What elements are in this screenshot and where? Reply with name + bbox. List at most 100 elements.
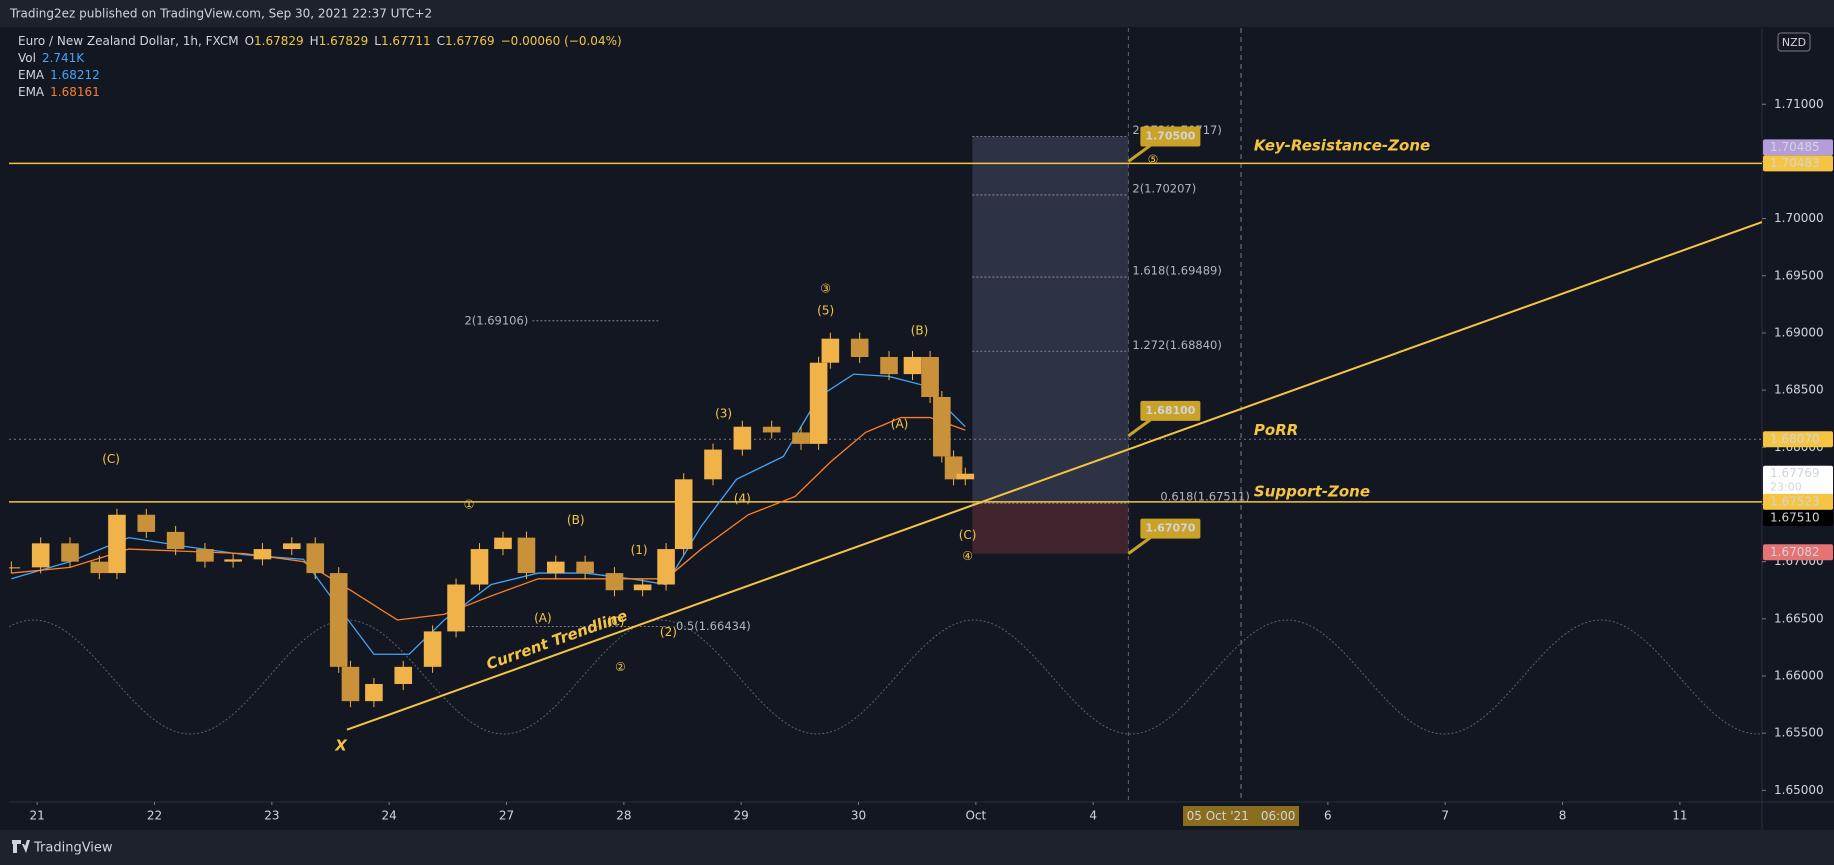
candle xyxy=(282,543,301,550)
price-tag-label: 1.67523 xyxy=(1770,494,1820,508)
candle xyxy=(329,573,348,667)
target-box xyxy=(1140,518,1201,539)
price-tag xyxy=(1763,431,1833,448)
candle xyxy=(821,338,840,363)
candle xyxy=(903,356,922,375)
candle xyxy=(394,666,413,684)
fib-label: 0.618(1.67511) xyxy=(1160,490,1249,504)
wave-label: ④ xyxy=(962,549,973,563)
candle xyxy=(762,426,781,433)
risk-zone xyxy=(972,503,1129,554)
bottom-bar xyxy=(0,830,1834,865)
price-tag xyxy=(1763,544,1833,561)
fib-label: 1.618(1.69489) xyxy=(1132,264,1221,278)
wave-label: (5) xyxy=(817,304,834,318)
indicator-value: 1.68161 xyxy=(50,85,100,99)
candle xyxy=(470,549,489,585)
price-tag xyxy=(1763,465,1833,496)
y-tick-label: 1.69500 xyxy=(1774,268,1824,282)
x-tick-label: 27 xyxy=(499,809,514,823)
price-tag-label: 1.67510 xyxy=(1770,510,1820,524)
x-tick-label: 21 xyxy=(30,809,45,823)
x-tick-label: 11 xyxy=(1672,809,1687,823)
top-bar xyxy=(0,0,1834,27)
target-label: 1.68100 xyxy=(1145,404,1195,417)
wave-label: (1) xyxy=(631,543,648,557)
symbol: Euro / New Zealand Dollar, 1h, FXCM xyxy=(18,34,239,48)
price-tag-label: 1.67769 xyxy=(1770,466,1820,480)
candle xyxy=(792,432,810,444)
candle xyxy=(944,456,963,480)
x-tick-label: 7 xyxy=(1441,809,1449,823)
target-box xyxy=(1140,126,1201,147)
candle xyxy=(9,567,21,569)
cycle-indicator xyxy=(9,619,1762,735)
crosshair-date: 05 Oct '21 xyxy=(1187,809,1249,823)
candle xyxy=(253,549,272,560)
logo xyxy=(12,840,30,853)
x-tick-label: 22 xyxy=(147,809,162,823)
chart: 2.272(1.70717)2(1.70207)1.618(1.69489)1.… xyxy=(9,28,1833,826)
brand: TradingView xyxy=(33,841,113,856)
price-tag-label: 1.68070 xyxy=(1770,432,1820,446)
annotation: Key-Resistance-Zone xyxy=(1254,137,1430,155)
x-tick-label: 23 xyxy=(264,809,279,823)
price-tag xyxy=(1763,139,1833,156)
candle xyxy=(61,543,79,562)
y-tick-label: 1.65500 xyxy=(1774,726,1824,740)
ohlc-value: 1.67829 xyxy=(254,34,304,48)
ohlc-value: 1.67711 xyxy=(381,34,431,48)
candle xyxy=(605,573,624,591)
publish-info: Trading2ez published on TradingView.com,… xyxy=(9,7,432,21)
trendline xyxy=(346,221,1762,731)
candle xyxy=(546,561,565,574)
price-tag-label: 1.67082 xyxy=(1770,545,1820,559)
price-tag xyxy=(1763,509,1833,526)
wave-label: (A) xyxy=(534,611,552,625)
candle xyxy=(306,543,325,574)
indicator-value: 1.68212 xyxy=(50,68,100,82)
fib-label: 1.272(1.68840) xyxy=(1132,338,1221,352)
price-tag-label: 1.70485 xyxy=(1770,140,1820,154)
y-tick-label: 1.66000 xyxy=(1774,668,1824,682)
candle xyxy=(657,549,675,585)
ohlc-key: H xyxy=(310,34,319,48)
indicator-name: EMA xyxy=(18,68,45,82)
indicator: Vol 2.741K xyxy=(18,51,85,65)
price-tag-sub: 23:00 xyxy=(1770,481,1802,494)
fib-label: 0.5(1.66434) xyxy=(676,619,751,633)
x-tick-label: 6 xyxy=(1324,809,1332,823)
ohlc-key: O xyxy=(245,34,254,48)
y-tick-label: 1.71000 xyxy=(1774,97,1824,111)
currency: NZD xyxy=(1782,36,1806,49)
ohlc-key: C xyxy=(437,34,445,48)
wave-label: ⑤ xyxy=(1148,153,1159,167)
ohlc-value: 1.67769 xyxy=(445,34,495,48)
target-pointer xyxy=(1127,418,1152,438)
x-tick-label: 4 xyxy=(1089,809,1097,823)
price-tag xyxy=(1763,493,1833,510)
indicator-name: EMA xyxy=(18,85,45,99)
candle xyxy=(733,426,752,450)
x-tick-label: 30 xyxy=(851,809,866,823)
y-tick-label: 1.66500 xyxy=(1774,611,1824,625)
y-tick-label: 1.68500 xyxy=(1774,383,1824,397)
crosshair-time: 06:00 xyxy=(1261,809,1296,823)
indicator-name: Vol xyxy=(18,51,36,65)
candle xyxy=(224,559,242,562)
candle xyxy=(633,584,652,591)
ema-line xyxy=(11,373,966,655)
candle xyxy=(809,362,828,444)
candle xyxy=(196,549,214,562)
fib-label: 2(1.70207) xyxy=(1132,181,1196,195)
wave-label: ① xyxy=(464,498,475,512)
candle xyxy=(365,683,383,702)
price-tag xyxy=(1763,155,1833,172)
candle xyxy=(447,584,465,632)
indicator-value: 2.741K xyxy=(42,51,85,65)
crosshair-label: 05 Oct '21 06:00 xyxy=(1187,809,1296,823)
candle xyxy=(31,543,50,568)
profit-zone xyxy=(972,136,1129,504)
target-pointer xyxy=(1127,144,1152,163)
